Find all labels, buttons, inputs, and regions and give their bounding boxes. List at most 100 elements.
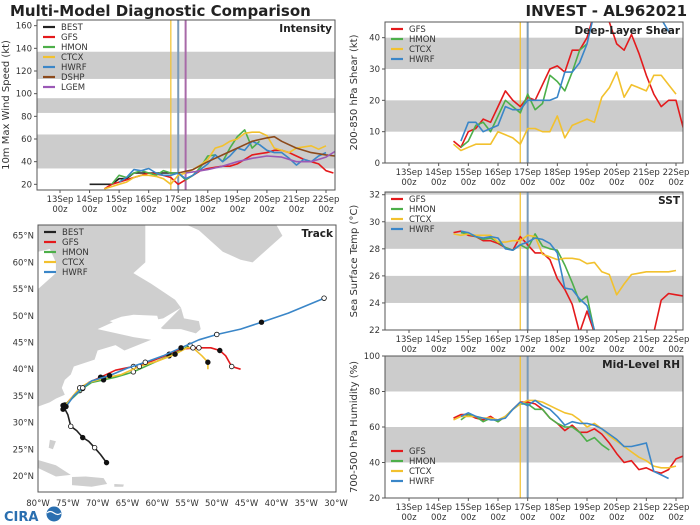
x-tick-label-hour: 00z xyxy=(461,513,477,523)
track-point-best xyxy=(79,434,86,441)
x-tick-label-day: 20Sep xyxy=(603,335,630,345)
lat-tick-label: 35°N xyxy=(13,392,34,402)
land-north-america xyxy=(38,225,181,407)
lon-tick-label: 65°W xyxy=(116,499,140,509)
track-point-gfs xyxy=(217,347,223,354)
lat-tick-label: 45°N xyxy=(13,338,34,348)
x-tick-label-hour: 00z xyxy=(668,178,684,188)
y-tick-label: 30 xyxy=(369,65,380,75)
x-tick-label-hour: 00z xyxy=(318,205,334,215)
figure-title-left: Multi-Model Diagnostic Comparison xyxy=(10,2,311,20)
plot-area xyxy=(37,20,335,190)
x-tick-label-day: 19Sep xyxy=(224,195,251,205)
y-tick-label: 80 xyxy=(369,388,380,398)
x-tick-label-day: 21Sep xyxy=(633,503,660,513)
x-tick-label-day: 20Sep xyxy=(603,168,630,178)
series-line-ctcx xyxy=(453,233,677,296)
series-line-dshp xyxy=(178,135,335,174)
y-tick-label: 100 xyxy=(364,352,380,362)
x-tick-label-hour: 00z xyxy=(609,178,625,188)
cira-logo-globe-icon xyxy=(46,506,62,522)
legend-label-hmon: HMON xyxy=(409,35,436,45)
x-tick-label-hour: 00z xyxy=(401,345,417,355)
lat-tick-label: 50°N xyxy=(13,312,34,322)
plot-frame xyxy=(36,19,336,191)
lat-tick-label: 20°N xyxy=(13,472,34,482)
legend-label-ctcx: CTCX xyxy=(62,258,85,268)
cira-logo-text: CIRA xyxy=(4,510,38,525)
panel-rh: 2040608010013Sep00z14Sep00z15Sep00z16Sep… xyxy=(349,352,689,523)
x-tick-label-day: 15Sep xyxy=(106,195,133,205)
x-tick-label-hour: 00z xyxy=(490,345,506,355)
track-point-ctcx xyxy=(172,351,178,357)
legend-label-gfs: GFS xyxy=(61,33,78,43)
y-tick-label: 120 xyxy=(16,67,32,77)
x-tick-label-day: 18Sep xyxy=(544,168,571,178)
x-tick-label-hour: 00z xyxy=(579,513,595,523)
x-tick-label-day: 19Sep xyxy=(574,503,601,513)
y-tick-label: 100 xyxy=(16,90,32,100)
x-tick-label-hour: 00z xyxy=(520,178,536,188)
x-tick-label-day: 15Sep xyxy=(455,168,482,178)
lat-tick-label: 60°N xyxy=(13,258,34,268)
track-line-hwrf xyxy=(65,297,325,408)
series-line-hwrf xyxy=(460,230,596,330)
panel-title: Track xyxy=(302,228,334,240)
x-tick-label-hour: 00z xyxy=(639,178,655,188)
x-tick-label-day: 20Sep xyxy=(253,195,280,205)
x-tick-label-day: 14Sep xyxy=(425,335,452,345)
y-axis-label: 700-500 hPa Humidity (%) xyxy=(349,361,360,493)
lat-tick-label: 40°N xyxy=(13,365,34,375)
x-tick-label-hour: 00z xyxy=(461,345,477,355)
plot-frame xyxy=(384,191,684,331)
lon-tick-label: 35°W xyxy=(294,499,318,509)
x-tick-label-hour: 00z xyxy=(141,205,157,215)
lon-tick-label: 45°W xyxy=(235,499,259,509)
x-tick-label-hour: 00z xyxy=(490,178,506,188)
lat-tick-label: 30°N xyxy=(13,419,34,429)
x-tick-label-day: 18Sep xyxy=(194,195,221,205)
x-tick-label-hour: 00z xyxy=(171,205,187,215)
land-puerto-rico xyxy=(114,484,124,487)
series-line-gfs xyxy=(453,401,683,474)
land-newfoundland xyxy=(160,307,201,334)
legend-label-gfs: GFS xyxy=(409,25,426,35)
map-frame xyxy=(37,224,337,493)
grey-band xyxy=(385,37,683,69)
x-tick-label-day: 17Sep xyxy=(514,168,541,178)
lat-tick-label: 55°N xyxy=(13,285,34,295)
grey-band xyxy=(385,356,683,392)
y-axis-label: Sea Surface Temp (°C) xyxy=(349,205,360,318)
plot-area xyxy=(385,22,683,163)
plot-area xyxy=(385,356,683,498)
x-tick-label-day: 22Sep xyxy=(663,335,690,345)
x-tick-label-hour: 00z xyxy=(230,205,246,215)
grey-band xyxy=(385,100,683,132)
legend-label-hwrf: HWRF xyxy=(62,268,88,278)
x-tick-label-day: 22Sep xyxy=(663,168,690,178)
cira-logo: CIRA xyxy=(4,506,62,525)
water-gulf-st-lawrence xyxy=(109,314,161,337)
y-tick-label: 28 xyxy=(369,245,380,255)
x-tick-label-hour: 00z xyxy=(431,513,447,523)
x-tick-label-day: 17Sep xyxy=(165,195,192,205)
legend-label-hmon: HMON xyxy=(62,248,89,258)
x-tick-label-hour: 00z xyxy=(259,205,275,215)
legend-label-hwrf: HWRF xyxy=(409,225,435,235)
x-tick-label-day: 22Sep xyxy=(663,503,690,513)
y-tick-label: 20 xyxy=(369,494,380,504)
x-tick-label-hour: 00z xyxy=(401,513,417,523)
lat-tick-label: 65°N xyxy=(13,232,34,242)
x-tick-label-day: 21Sep xyxy=(633,168,660,178)
track-point-hwrf xyxy=(321,295,327,301)
x-tick-label-day: 14Sep xyxy=(425,168,452,178)
panel-title: Intensity xyxy=(279,23,332,35)
grey-band xyxy=(385,427,683,463)
y-tick-label: 40 xyxy=(21,158,32,168)
legend-label-hmon: HMON xyxy=(61,43,88,53)
legend-label-ctcx: CTCX xyxy=(61,53,84,63)
track-line-best xyxy=(62,405,108,464)
x-tick-label-hour: 00z xyxy=(550,178,566,188)
panel-title: SST xyxy=(658,195,681,207)
legend-label-hwrf: HWRF xyxy=(61,63,87,73)
